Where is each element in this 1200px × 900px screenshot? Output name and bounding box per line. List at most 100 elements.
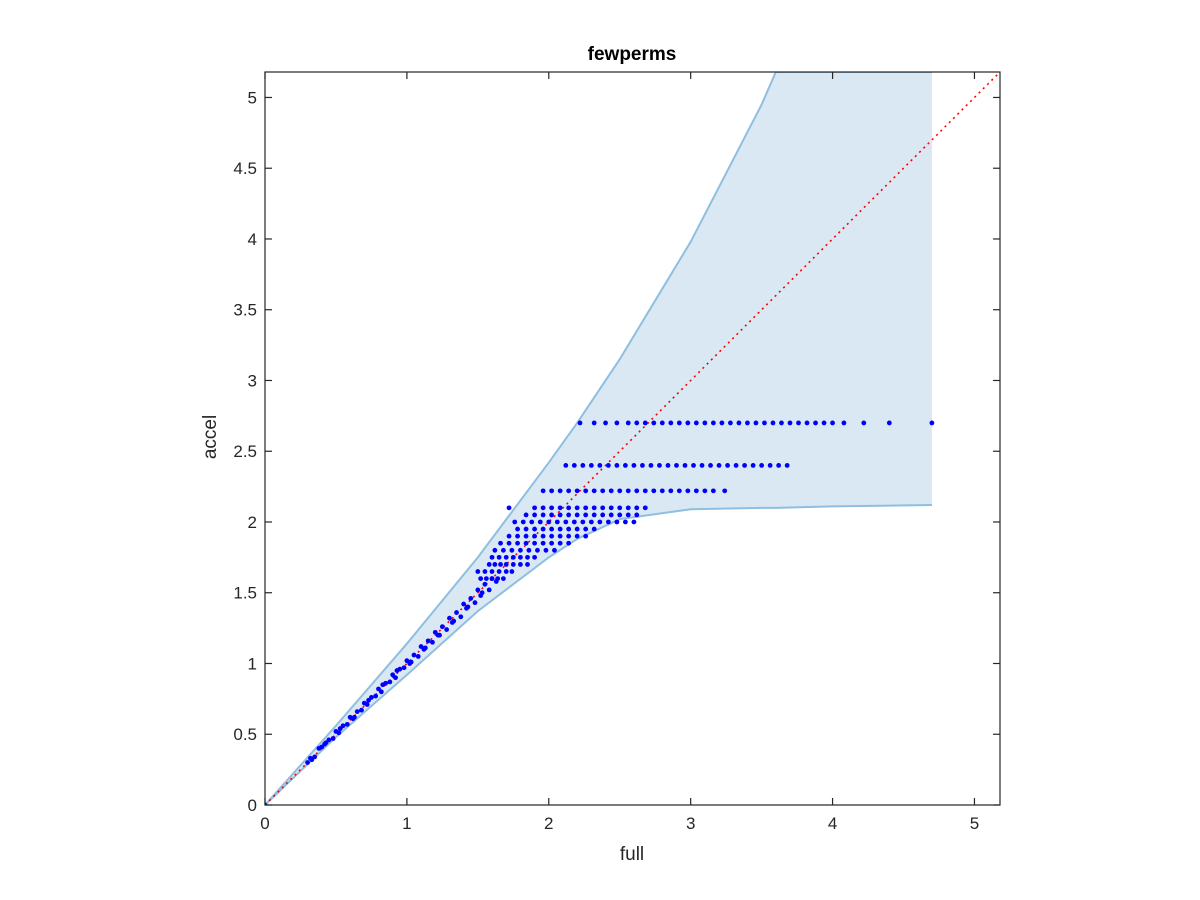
data-point [401, 665, 407, 671]
data-point [549, 512, 555, 518]
data-point [642, 488, 648, 494]
data-point [566, 505, 572, 511]
data-point [648, 462, 654, 468]
data-point [330, 736, 336, 741]
data-point [532, 554, 537, 560]
data-point [540, 533, 546, 539]
data-point [532, 505, 537, 511]
data-point [359, 707, 364, 713]
data-point [482, 569, 488, 574]
data-point [549, 540, 555, 546]
data-point [623, 519, 628, 525]
data-point [886, 420, 892, 426]
data-point [344, 721, 350, 727]
axes-box [264, 71, 1001, 806]
data-point [640, 462, 645, 468]
data-point [668, 420, 674, 426]
data-point [770, 420, 776, 426]
data-point [496, 569, 502, 574]
data-point [492, 562, 498, 567]
data-point [523, 533, 529, 539]
data-point [515, 540, 520, 546]
data-point [512, 519, 518, 525]
data-point [776, 462, 782, 468]
data-point [373, 693, 379, 699]
data-point [518, 562, 523, 567]
data-point [634, 488, 640, 494]
y-tick-label: 0.5 [233, 725, 257, 744]
data-point [710, 420, 716, 426]
data-point [597, 462, 603, 468]
data-point [479, 590, 485, 596]
data-point [486, 562, 492, 567]
data-point [668, 488, 674, 494]
data-point [577, 420, 583, 426]
data-point [447, 615, 452, 621]
data-point [394, 668, 400, 673]
data-point [929, 420, 935, 426]
y-tick-label: 3.5 [233, 301, 257, 320]
data-point [742, 462, 747, 468]
data-point [532, 526, 537, 532]
data-point [710, 488, 716, 494]
data-point [563, 519, 569, 525]
data-point [583, 526, 589, 532]
data-point [574, 488, 580, 494]
data-point [323, 740, 329, 746]
data-point [546, 519, 552, 525]
data-point [532, 540, 537, 546]
data-point [557, 505, 563, 511]
data-point [549, 526, 555, 532]
data-point [472, 600, 478, 606]
data-point [525, 562, 530, 567]
data-point [580, 519, 586, 525]
x-tick-label: 5 [970, 814, 979, 833]
data-point [336, 730, 342, 736]
y-tick-label: 1.5 [233, 584, 257, 603]
data-point [642, 420, 648, 426]
data-point [454, 610, 459, 615]
data-point [651, 488, 657, 494]
data-point [762, 420, 767, 426]
x-tick-label: 1 [402, 814, 411, 833]
y-tick-label: 0 [248, 796, 257, 815]
data-point [588, 519, 594, 525]
data-point [468, 596, 474, 601]
y-tick-label: 2.5 [233, 442, 257, 461]
y-tick-label: 3 [248, 371, 257, 390]
data-point [415, 654, 421, 659]
data-point [483, 576, 489, 581]
data-point [841, 420, 847, 426]
data-point [557, 526, 563, 532]
data-point [574, 526, 580, 532]
data-point [753, 420, 759, 426]
chart-title: fewperms [588, 44, 677, 65]
x-tick-label: 0 [260, 814, 269, 833]
plot-area [265, 72, 1000, 805]
data-point [600, 488, 606, 494]
data-point [685, 488, 691, 494]
data-point [625, 420, 631, 426]
data-point [540, 540, 546, 546]
y-axis-label: accel [200, 415, 221, 459]
data-point [796, 420, 801, 426]
data-point [354, 709, 360, 715]
data-point [515, 533, 520, 539]
data-point [532, 533, 537, 539]
data-point [608, 512, 614, 518]
data-point [614, 462, 620, 468]
data-point [337, 726, 343, 731]
data-point [728, 420, 733, 426]
data-point [489, 554, 495, 560]
data-point [489, 569, 495, 574]
data-point [821, 420, 827, 426]
data-point [509, 547, 515, 553]
data-point [523, 512, 529, 518]
data-point [529, 519, 535, 525]
data-point [498, 562, 503, 567]
data-point [605, 462, 611, 468]
data-point [515, 526, 520, 532]
data-point [676, 420, 682, 426]
data-point [475, 587, 481, 593]
data-point [583, 488, 589, 494]
